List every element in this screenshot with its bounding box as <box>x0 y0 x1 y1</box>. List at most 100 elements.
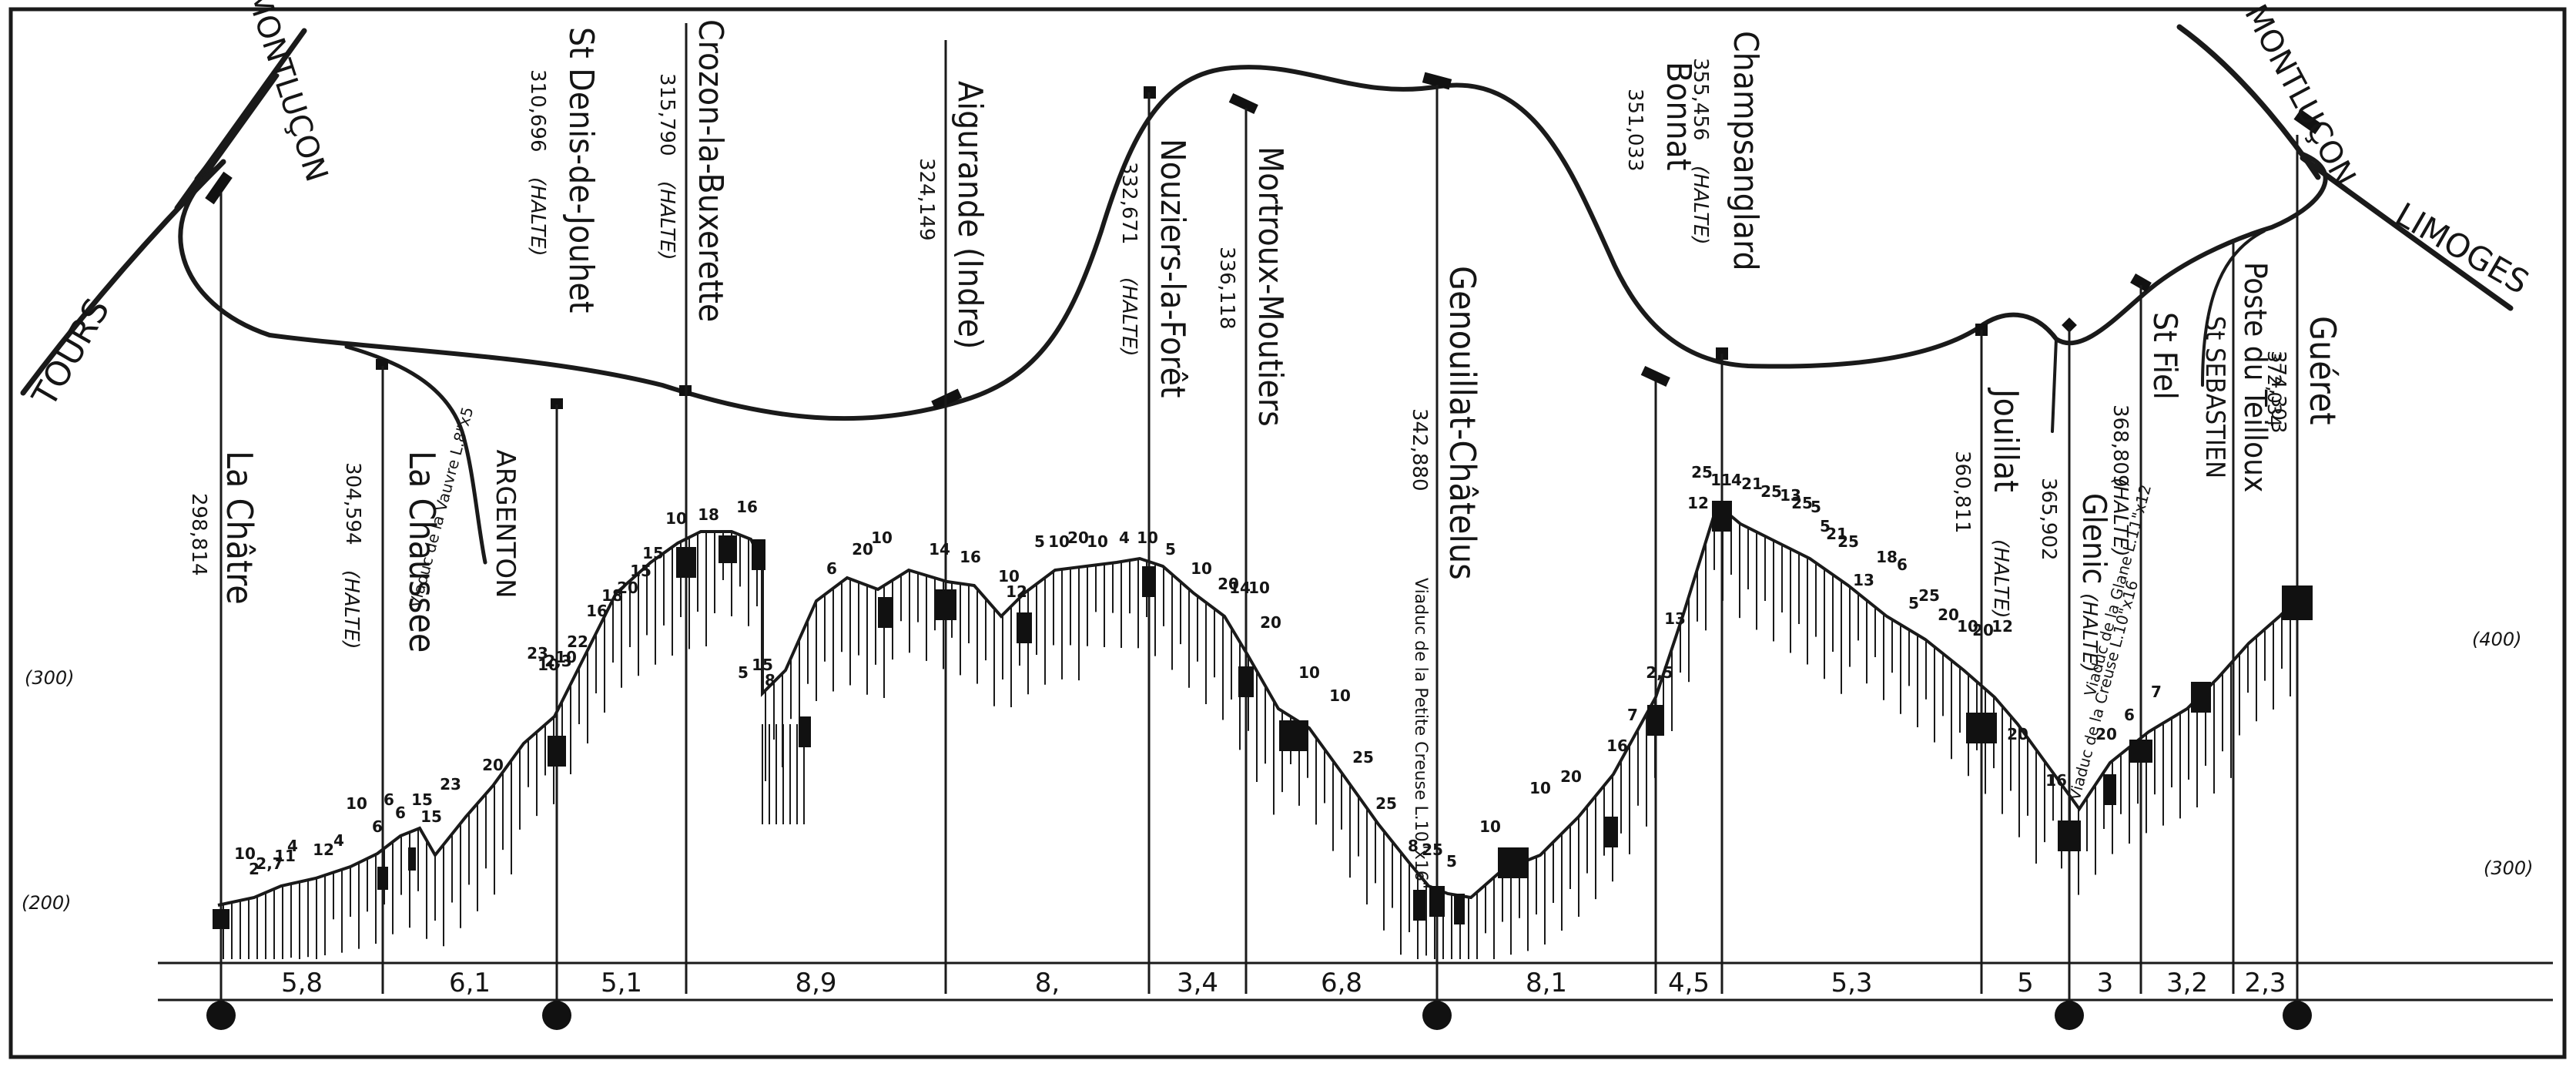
gradient-label: 16 <box>586 602 608 620</box>
gradient-label: 2,7 <box>256 854 283 873</box>
gradient-label: 10 <box>1048 532 1070 551</box>
gradient-label: 20 <box>2095 725 2117 743</box>
gradient-label: 6 <box>372 817 383 836</box>
profile-station-block <box>2282 586 2313 620</box>
station-km-nouziers: 332,671 <box>1117 162 1141 245</box>
station-km-jouillat: 360,811 <box>1951 451 1974 534</box>
station-name-bonnat: Bonnat <box>1659 62 1698 170</box>
station-lines <box>219 23 2299 1009</box>
station-halte-st-denis: (HALTE) <box>526 177 549 257</box>
gradient-label: 10 <box>1191 559 1212 578</box>
gradient-label: 5 <box>1034 532 1045 551</box>
profile-station-block <box>1498 847 1529 878</box>
profile-station-block <box>1279 720 1308 751</box>
gradient-label: 5 <box>1446 852 1457 871</box>
direction-tours: TOURS <box>25 292 118 414</box>
gradient-label: 21 <box>1741 475 1763 493</box>
distance-label: 5,3 <box>1831 968 1872 998</box>
gradient-label: 6 <box>1897 555 1908 574</box>
station-name-gueret: Guéret <box>2302 316 2343 424</box>
station-km-st-denis: 310,696 <box>526 69 549 153</box>
station-name-mortroux: Mortroux-Moutiers <box>1251 146 1290 427</box>
distance-label: 5,1 <box>601 968 642 998</box>
gradient-label: 10 <box>1479 817 1501 836</box>
distance-label: 8, <box>1035 968 1060 998</box>
gradient-label: 16 <box>736 498 758 516</box>
gradient-label: 10 <box>665 509 687 528</box>
station-name-la-chaussee: La Chaussee <box>401 451 443 653</box>
distance-label: 8,9 <box>795 968 836 998</box>
gradient-label: 20 <box>1972 621 1994 639</box>
distance-label: 2,3 <box>2244 968 2286 998</box>
station-name-genouillat: Genouillat-Châtelus <box>1442 266 1483 580</box>
station-km-mortroux: 336,118 <box>1215 247 1238 330</box>
gradient-label: 6 <box>826 559 837 578</box>
station-name-aigurande: Aigurande (Indre) <box>950 81 990 349</box>
distance-label: 3,4 <box>1177 968 1218 998</box>
station-name-la-chatre: La Châtre <box>219 451 260 605</box>
gradient-label: 20 <box>1260 613 1281 632</box>
gradient-label: 25 <box>1352 748 1374 767</box>
gradient-label: 14 <box>929 540 950 559</box>
station-km-poste-du-teilloux: 372,034 <box>2263 351 2285 427</box>
gradient-label: 18 <box>698 505 719 524</box>
profile-station-block <box>1647 705 1664 736</box>
gradient-label: 25 <box>1691 463 1713 481</box>
distance-label: 8,1 <box>1526 968 1567 998</box>
station-name-poste-du-teilloux: Poste du Teilloux <box>2237 262 2273 492</box>
profile-station-block <box>2058 820 2081 851</box>
gradient-label: 12 <box>1687 494 1709 512</box>
gradient-label: 10 <box>998 567 1020 586</box>
station-name-st-denis: St Denis-de-Jouhet <box>561 27 601 313</box>
profile-station-block <box>719 535 737 563</box>
gradient-label: 15 <box>411 790 433 809</box>
distance-labels: 5,8 6,1 5,1 8,9 8, 3,4 6,8 8,1 4,5 5,3 5 3 3,2 2,3 <box>281 968 2286 998</box>
gradient-label: 2,3 <box>544 652 571 670</box>
gradient-label: 5 <box>1811 498 1821 516</box>
profile-station-block <box>2129 740 2152 763</box>
gradient-label: 10 <box>871 528 893 547</box>
profile-station-block <box>377 867 388 890</box>
gradient-label: 15 <box>642 544 664 562</box>
distance-label: 4,5 <box>1668 968 1710 998</box>
direction-limoges: LIMOGES <box>2389 196 2535 302</box>
gradient-label: 22 <box>567 632 588 651</box>
profile-station-block <box>1712 501 1732 532</box>
gradient-label: 7 <box>2151 683 2162 701</box>
main-station-dots <box>206 1001 2312 1030</box>
gradient-label: 5 <box>1165 540 1176 559</box>
profile-line <box>217 502 2300 907</box>
station-km-gueret: 374,303 <box>2266 351 2290 434</box>
distance-label: 6,8 <box>1321 968 1362 998</box>
gradient-label: 4 <box>287 837 298 855</box>
station-labels: La Châtre 298,814 La Chaussee 304,594 (H… <box>187 19 2343 673</box>
frame <box>8 7 2567 1059</box>
gradient-label: 15 <box>752 656 773 674</box>
elevation-profile <box>213 501 2313 959</box>
direction-argenton: ARGENTON <box>490 449 521 598</box>
gradient-label: 5 <box>1820 517 1831 535</box>
gradient-label: 12 <box>1991 617 2013 636</box>
station-km-crozon: 315,790 <box>655 73 678 156</box>
station-km-la-chaussee: 304,594 <box>341 462 364 545</box>
profile-station-block <box>1966 713 1997 743</box>
station-halte-crozon: (HALTE) <box>655 181 678 260</box>
distance-label: 3,2 <box>2166 968 2208 998</box>
gradient-label: 15 <box>420 807 442 826</box>
station-halte-champsanglard: (HALTE) <box>1689 166 1712 245</box>
profile-station-block <box>1142 566 1156 597</box>
gradient-label: 12 <box>313 841 334 859</box>
gradient-label: 20 <box>482 756 504 774</box>
station-km-genouillat: 342,880 <box>1408 408 1431 492</box>
gradient-label: 8 <box>765 671 775 690</box>
profile-station-block <box>548 736 566 767</box>
station-halte-la-chaussee: (HALTE) <box>340 570 363 649</box>
gradient-label: 11 <box>1710 471 1732 489</box>
gradient-label: 25 <box>1422 841 1443 859</box>
gradient-label: 5 <box>1908 594 1919 612</box>
gradient-label: 6 <box>384 790 394 809</box>
profile-station-block <box>2191 682 2211 713</box>
station-km-bonnat: 351,033 <box>1623 89 1646 172</box>
station-km-champsanglard: 355,456 <box>1689 58 1712 141</box>
